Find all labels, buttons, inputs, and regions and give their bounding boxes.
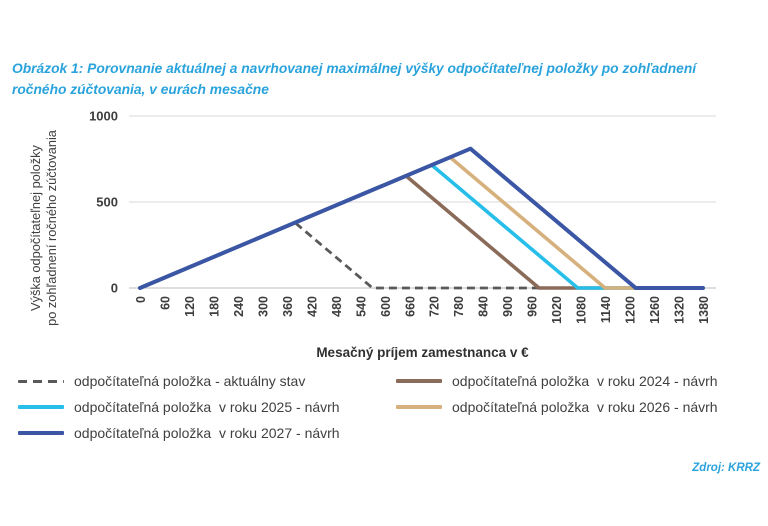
x-tick-label-1080: 1080 bbox=[575, 296, 589, 324]
legend-label: odpočítateľná položka v roku 2027 - návr… bbox=[74, 425, 340, 441]
x-tick-label-240: 240 bbox=[232, 296, 246, 317]
legend-label: odpočítateľná položka v roku 2026 - návr… bbox=[452, 399, 718, 415]
x-tick-label-720: 720 bbox=[428, 296, 442, 317]
x-tick-label-1320: 1320 bbox=[673, 296, 687, 324]
x-tick-label-420: 420 bbox=[305, 296, 319, 317]
figure-title-line1: Obrázok 1: Porovnanie aktuálnej a navrho… bbox=[12, 61, 697, 76]
legend-line-sample bbox=[18, 379, 64, 383]
legend-entry-navrh-2024: odpočítateľná položka v roku 2025 - návr… bbox=[18, 397, 340, 417]
legend-line-sample bbox=[396, 405, 442, 409]
series-line-aktualny-stav bbox=[139, 221, 703, 290]
x-tick-label-1020: 1020 bbox=[550, 296, 564, 324]
x-tick-label-60: 60 bbox=[158, 296, 172, 310]
y-axis-title-line1: Výška odpočítateľnej položky bbox=[28, 144, 43, 311]
legend-label: odpočítateľná položka v roku 2024 - návr… bbox=[452, 373, 718, 389]
x-axis-title: Mesačný príjem zamestnanca v € bbox=[316, 345, 529, 360]
legend-line-sample bbox=[396, 379, 442, 383]
x-tick-label-660: 660 bbox=[403, 296, 417, 317]
x-tick-label-0: 0 bbox=[134, 296, 148, 303]
x-tick-label-840: 840 bbox=[477, 296, 491, 317]
y-tick-label-0: 0 bbox=[111, 281, 118, 296]
x-tick-label-360: 360 bbox=[281, 296, 295, 317]
x-tick-label-960: 960 bbox=[526, 296, 540, 317]
x-tick-label-1140: 1140 bbox=[599, 296, 613, 323]
x-tick-label-180: 180 bbox=[207, 296, 221, 317]
series-line-navrh-2025 bbox=[138, 155, 705, 290]
x-tick-label-540: 540 bbox=[354, 296, 368, 317]
legend-entry-navrh-2023: odpočítateľná položka v roku 2024 - návr… bbox=[396, 371, 718, 391]
x-tick-label-900: 900 bbox=[501, 296, 515, 317]
legend-line-sample bbox=[18, 431, 64, 435]
source-note: Zdroj: KRRZ bbox=[692, 462, 760, 474]
x-tick-label-780: 780 bbox=[452, 296, 466, 317]
legend-label: odpočítateľná položka v roku 2025 - návr… bbox=[74, 399, 340, 415]
x-tick-label-1380: 1380 bbox=[697, 296, 711, 324]
legend-line-sample bbox=[18, 405, 64, 409]
legend-label: odpočítateľná položka - aktuálny stav bbox=[74, 373, 306, 389]
figure-title-line2: ročného zúčtovania, v eurách mesačne bbox=[12, 82, 269, 97]
y-tick-label-1000: 1000 bbox=[89, 109, 118, 124]
x-tick-label-120: 120 bbox=[183, 296, 197, 317]
x-tick-label-1200: 1200 bbox=[624, 296, 638, 324]
legend-entry-navrh-2025: odpočítateľná položka v roku 2026 - návr… bbox=[396, 397, 718, 417]
series-line-navrh-2024 bbox=[138, 163, 705, 290]
y-axis-title-line2: po zohľadnení ročného zúčtovania bbox=[44, 129, 59, 326]
x-tick-label-300: 300 bbox=[256, 296, 270, 317]
legend-entry-navrh-2026: odpočítateľná položka v roku 2027 - návr… bbox=[18, 423, 340, 443]
y-tick-label-500: 500 bbox=[96, 195, 118, 210]
x-tick-label-480: 480 bbox=[330, 296, 344, 317]
series-line-navrh-2026 bbox=[138, 146, 705, 290]
legend-entry-aktualny-stav: odpočítateľná položka - aktuálny stav bbox=[18, 371, 305, 391]
x-tick-label-1260: 1260 bbox=[648, 296, 662, 324]
x-tick-label-600: 600 bbox=[379, 296, 393, 317]
figure-title: Obrázok 1: Porovnanie aktuálnej a navrho… bbox=[12, 58, 760, 100]
